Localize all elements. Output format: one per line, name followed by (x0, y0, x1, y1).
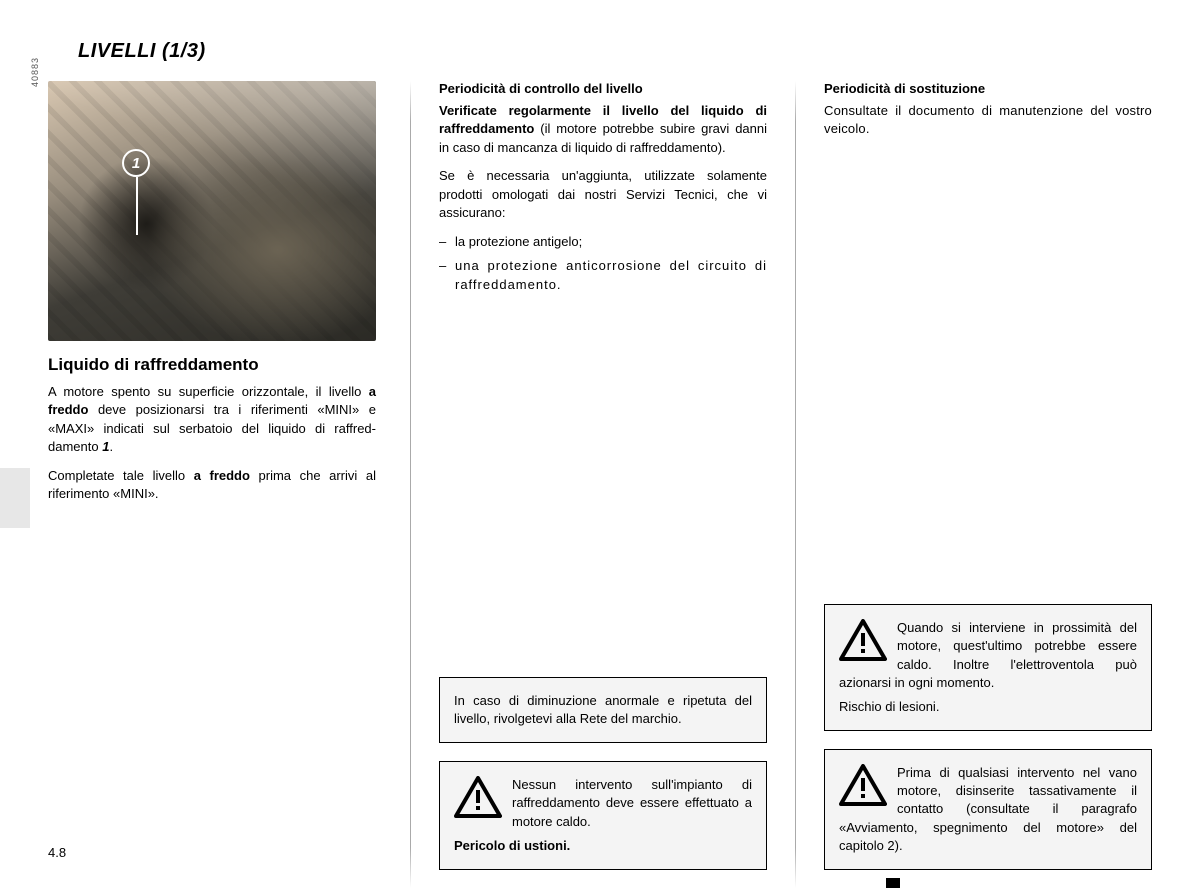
col3-paragraph-1: Consultate il documento di manuten­zione… (824, 102, 1152, 139)
column-1: 40883 1 Liquido di raffreddamento A moto… (48, 81, 382, 888)
section-heading-coolant: Liquido di raffreddamento (48, 355, 376, 375)
col3-subheading: Periodicità di sostituzione (824, 81, 1152, 96)
callout-circle: 1 (122, 149, 150, 177)
section-tab (0, 468, 30, 528)
col2-bullet-list: la protezione antigelo; una protezione a… (439, 233, 767, 300)
col2-bullet-1: la protezione antigelo; (439, 233, 767, 251)
callout-number: 1 (132, 155, 140, 172)
page-container: LIVELLI (1/3) 40883 1 Liquido di raffred… (0, 0, 1200, 888)
warning-icon (839, 619, 887, 663)
col1-paragraph-2: Completate tale livello a freddo prima c… (48, 467, 376, 504)
crop-marks (886, 878, 900, 888)
engine-photo: 1 (48, 81, 376, 341)
page-number: 4.8 (48, 845, 66, 860)
col2-paragraph-2: Se è necessaria un'aggiunta, utilizzate … (439, 167, 767, 222)
warning-box-injury: Quando si interviene in prossimità del m… (824, 604, 1152, 731)
callout-line (136, 177, 138, 235)
warning-box-ignition: Prima di qualsiasi inter­vento nel vano … (824, 749, 1152, 870)
warning-icon (839, 764, 887, 808)
warning-icon (454, 776, 502, 820)
crop-mark (886, 878, 900, 888)
warning-box-burns: Nessun intervento sull'im­pianto di raff… (439, 761, 767, 870)
column-divider-2 (795, 81, 796, 888)
callout-marker: 1 (122, 149, 150, 177)
col2-subheading: Periodicità di controllo del livello (439, 81, 767, 96)
column-3: Periodicità di sostituzione Consultate i… (824, 81, 1152, 888)
photo-id: 40883 (30, 57, 40, 87)
columns: 40883 1 Liquido di raffreddamento A moto… (48, 81, 1152, 888)
col1-paragraph-1: A motore spento su superficie orizzon­ta… (48, 383, 376, 457)
col2-paragraph-1: Verificate regolarmente il livello del l… (439, 102, 767, 157)
note-box-decrease: In caso di diminuzione anormale e ripetu… (439, 677, 767, 743)
column-divider-1 (410, 81, 411, 888)
page-title: LIVELLI (1/3) (78, 40, 1152, 63)
warning-footer: Pericolo di ustioni. (454, 837, 752, 855)
col2-bullet-2: una protezione anticorrosione del circui… (439, 257, 767, 294)
warning-footer-plain: Rischio di lesioni. (839, 698, 1137, 716)
column-2: Periodicità di controllo del livello Ver… (439, 81, 767, 888)
